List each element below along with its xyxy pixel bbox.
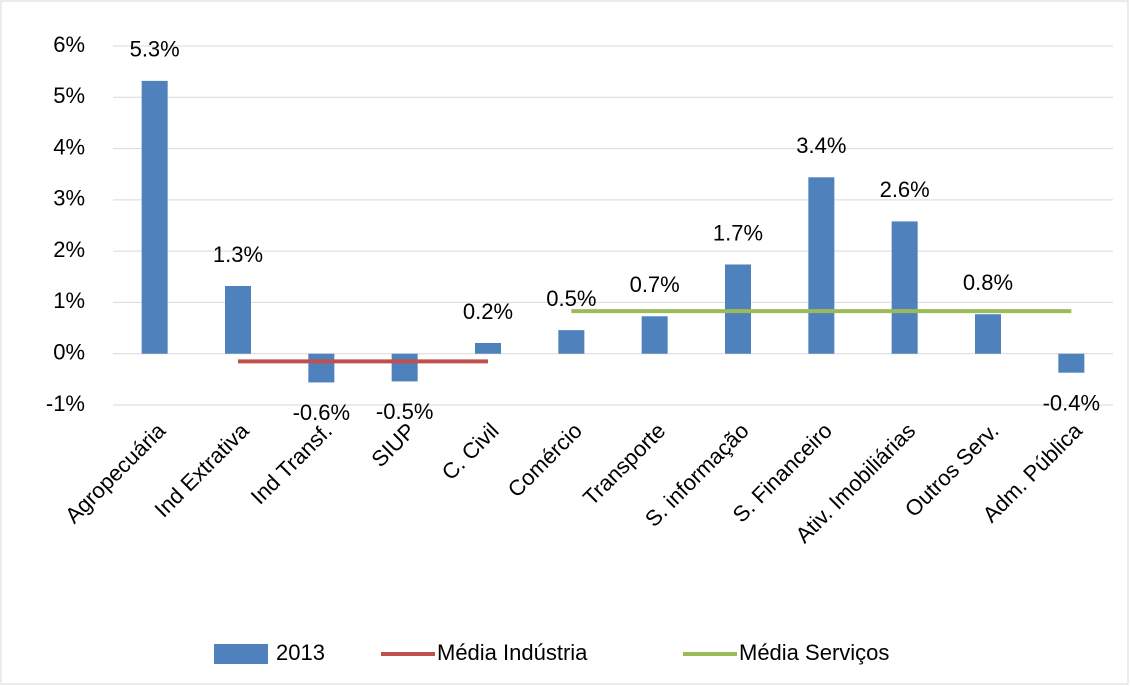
- y-tick-label: 0%: [53, 340, 85, 365]
- data-label: 1.7%: [713, 220, 763, 245]
- y-tick-label: 3%: [53, 186, 85, 211]
- bar: [308, 353, 335, 383]
- y-tick-label: -1%: [46, 391, 85, 416]
- data-label: 0.5%: [546, 286, 596, 311]
- bar: [141, 80, 168, 354]
- y-tick-label: 6%: [53, 32, 85, 57]
- data-label: 0.2%: [463, 299, 513, 324]
- legend-swatch: [214, 644, 268, 664]
- bar: [558, 330, 585, 354]
- bar: [391, 353, 418, 382]
- bar: [725, 264, 751, 354]
- bar: [225, 286, 251, 354]
- data-label: 2.6%: [880, 177, 930, 202]
- legend-label: Média Serviços: [739, 640, 889, 665]
- bar: [641, 316, 668, 354]
- data-label: 0.8%: [963, 270, 1013, 295]
- y-tick-label: 5%: [53, 83, 85, 108]
- y-tick-label: 2%: [53, 237, 85, 262]
- y-tick-label: 4%: [53, 134, 85, 159]
- legend-label: 2013: [276, 640, 325, 665]
- legend-label: Média Indústria: [437, 640, 588, 665]
- bar: [475, 342, 501, 354]
- bar: [808, 177, 835, 354]
- data-label: 3.4%: [796, 133, 846, 158]
- data-label: -0.6%: [293, 400, 350, 425]
- bar: [891, 221, 918, 354]
- data-label: 0.7%: [630, 272, 680, 297]
- data-label: 1.3%: [213, 242, 263, 267]
- data-label: -0.4%: [1043, 391, 1100, 416]
- bar: [1058, 353, 1085, 373]
- data-label: -0.5%: [376, 399, 433, 424]
- bar: [975, 314, 1001, 354]
- y-tick-label: 1%: [53, 288, 85, 313]
- data-label: 5.3%: [130, 37, 180, 62]
